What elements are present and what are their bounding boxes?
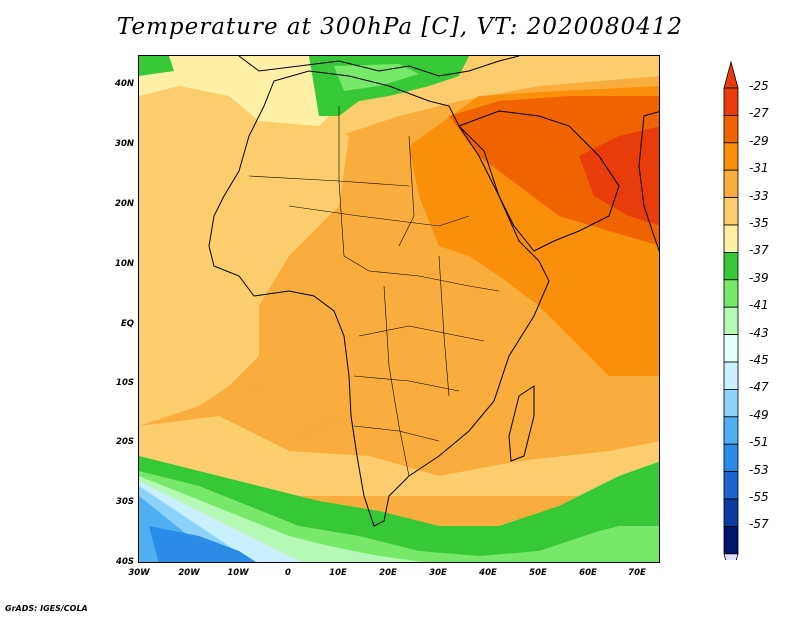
africa-coast — [208, 70, 550, 527]
colorbar-label: -49 — [749, 407, 769, 422]
lon-label: 60E — [579, 568, 597, 578]
field-atlantic-33 — [139, 76, 349, 426]
temperature-field — [139, 56, 659, 562]
colorbar-swatch — [723, 279, 739, 308]
field-south-33 — [139, 416, 659, 496]
colorbar-label: -53 — [749, 462, 769, 477]
lon-label: 10W — [227, 568, 249, 578]
colorbar-label: -29 — [749, 133, 769, 148]
lon-label: 10E — [329, 568, 347, 578]
lat-label: 30S — [116, 497, 134, 507]
lat-label: 40S — [116, 557, 134, 567]
borders — [248, 106, 500, 477]
border-8 — [353, 425, 440, 442]
border-3 — [398, 135, 415, 247]
coastlines — [208, 56, 659, 527]
colorbar-swatch — [723, 251, 739, 281]
credit-text: GrADS: IGES/COLA — [5, 604, 88, 613]
colorbar-bottom-arrow — [723, 553, 739, 560]
colorbar-label: -27 — [749, 106, 769, 121]
colorbar-swatch — [723, 224, 739, 253]
lat-label: 20S — [116, 437, 134, 447]
lon-label: 50E — [529, 568, 547, 578]
colorbar-swatch — [723, 306, 739, 335]
lon-label: 30W — [128, 568, 150, 578]
colorbar-label: -57 — [749, 517, 769, 532]
border-9 — [383, 285, 410, 477]
field-satl-31 — [249, 376, 339, 436]
field-me-27 — [449, 96, 659, 246]
colorbar-swatch — [723, 197, 739, 226]
colorbar-swatch — [723, 416, 739, 445]
lon-label: 0 — [285, 568, 291, 578]
field-se-37 — [609, 471, 659, 526]
lat-label: 10S — [116, 378, 134, 388]
border-7 — [353, 375, 460, 392]
colorbar-swatch — [723, 388, 739, 418]
border-4 — [288, 205, 470, 227]
map-title: Temperature at 300hPa [C], VT: 202008041… — [116, 14, 684, 40]
colorbar — [723, 60, 739, 560]
field-north-35 — [139, 56, 339, 126]
border-6 — [358, 325, 485, 342]
colorbar-label: -55 — [749, 490, 769, 504]
colorbar-swatch — [723, 334, 739, 363]
colorbar-label: -41 — [749, 298, 769, 313]
border-10 — [438, 255, 450, 397]
field-south-51 — [149, 526, 256, 562]
field-me-25 — [579, 126, 659, 226]
field-nw-37 — [139, 56, 174, 76]
colorbar-label: -25 — [749, 79, 769, 93]
colorbar-swatch — [723, 525, 739, 555]
colorbar-label: -39 — [749, 270, 769, 285]
lon-label: 40E — [479, 568, 497, 578]
colorbar-label: -31 — [749, 161, 769, 176]
field-med-39 — [334, 64, 419, 91]
lat-label: 40N — [115, 79, 134, 89]
colorbar-label: -43 — [749, 325, 769, 340]
lat-label: EQ — [120, 319, 134, 329]
border-5 — [368, 270, 500, 292]
madagascar-coast — [508, 385, 535, 462]
colorbar-swatch — [723, 115, 739, 144]
colorbar-label: -33 — [749, 188, 769, 203]
colorbar-swatch — [723, 361, 739, 390]
colorbar-swatch — [723, 169, 739, 198]
colorbar-swatch — [723, 471, 739, 500]
colorbar-swatch — [723, 498, 739, 527]
lat-label: 20N — [115, 199, 134, 209]
lon-label: 30E — [429, 568, 447, 578]
colorbar-swatch — [723, 443, 739, 473]
india-coast — [638, 111, 659, 252]
field-se-39 — [629, 526, 659, 562]
colorbar-label: -51 — [749, 435, 769, 450]
arabia-coast — [458, 110, 620, 252]
lon-label: 20E — [379, 568, 397, 578]
lat-label: 10N — [115, 259, 134, 269]
colorbar-label: -35 — [749, 216, 769, 230]
colorbar-label: -47 — [749, 380, 769, 395]
lon-label: 20W — [178, 568, 200, 578]
lat-label: 30N — [115, 139, 134, 149]
colorbar-label: -37 — [749, 243, 769, 258]
lon-label: 70E — [628, 568, 646, 578]
map-plot-area — [138, 55, 660, 563]
colorbar-label: -45 — [749, 353, 769, 367]
colorbar-swatch — [723, 142, 739, 171]
colorbar-top-arrow — [723, 60, 739, 89]
border-2 — [338, 106, 370, 272]
colorbar-swatch — [723, 87, 739, 116]
europe-coast — [238, 56, 520, 77]
